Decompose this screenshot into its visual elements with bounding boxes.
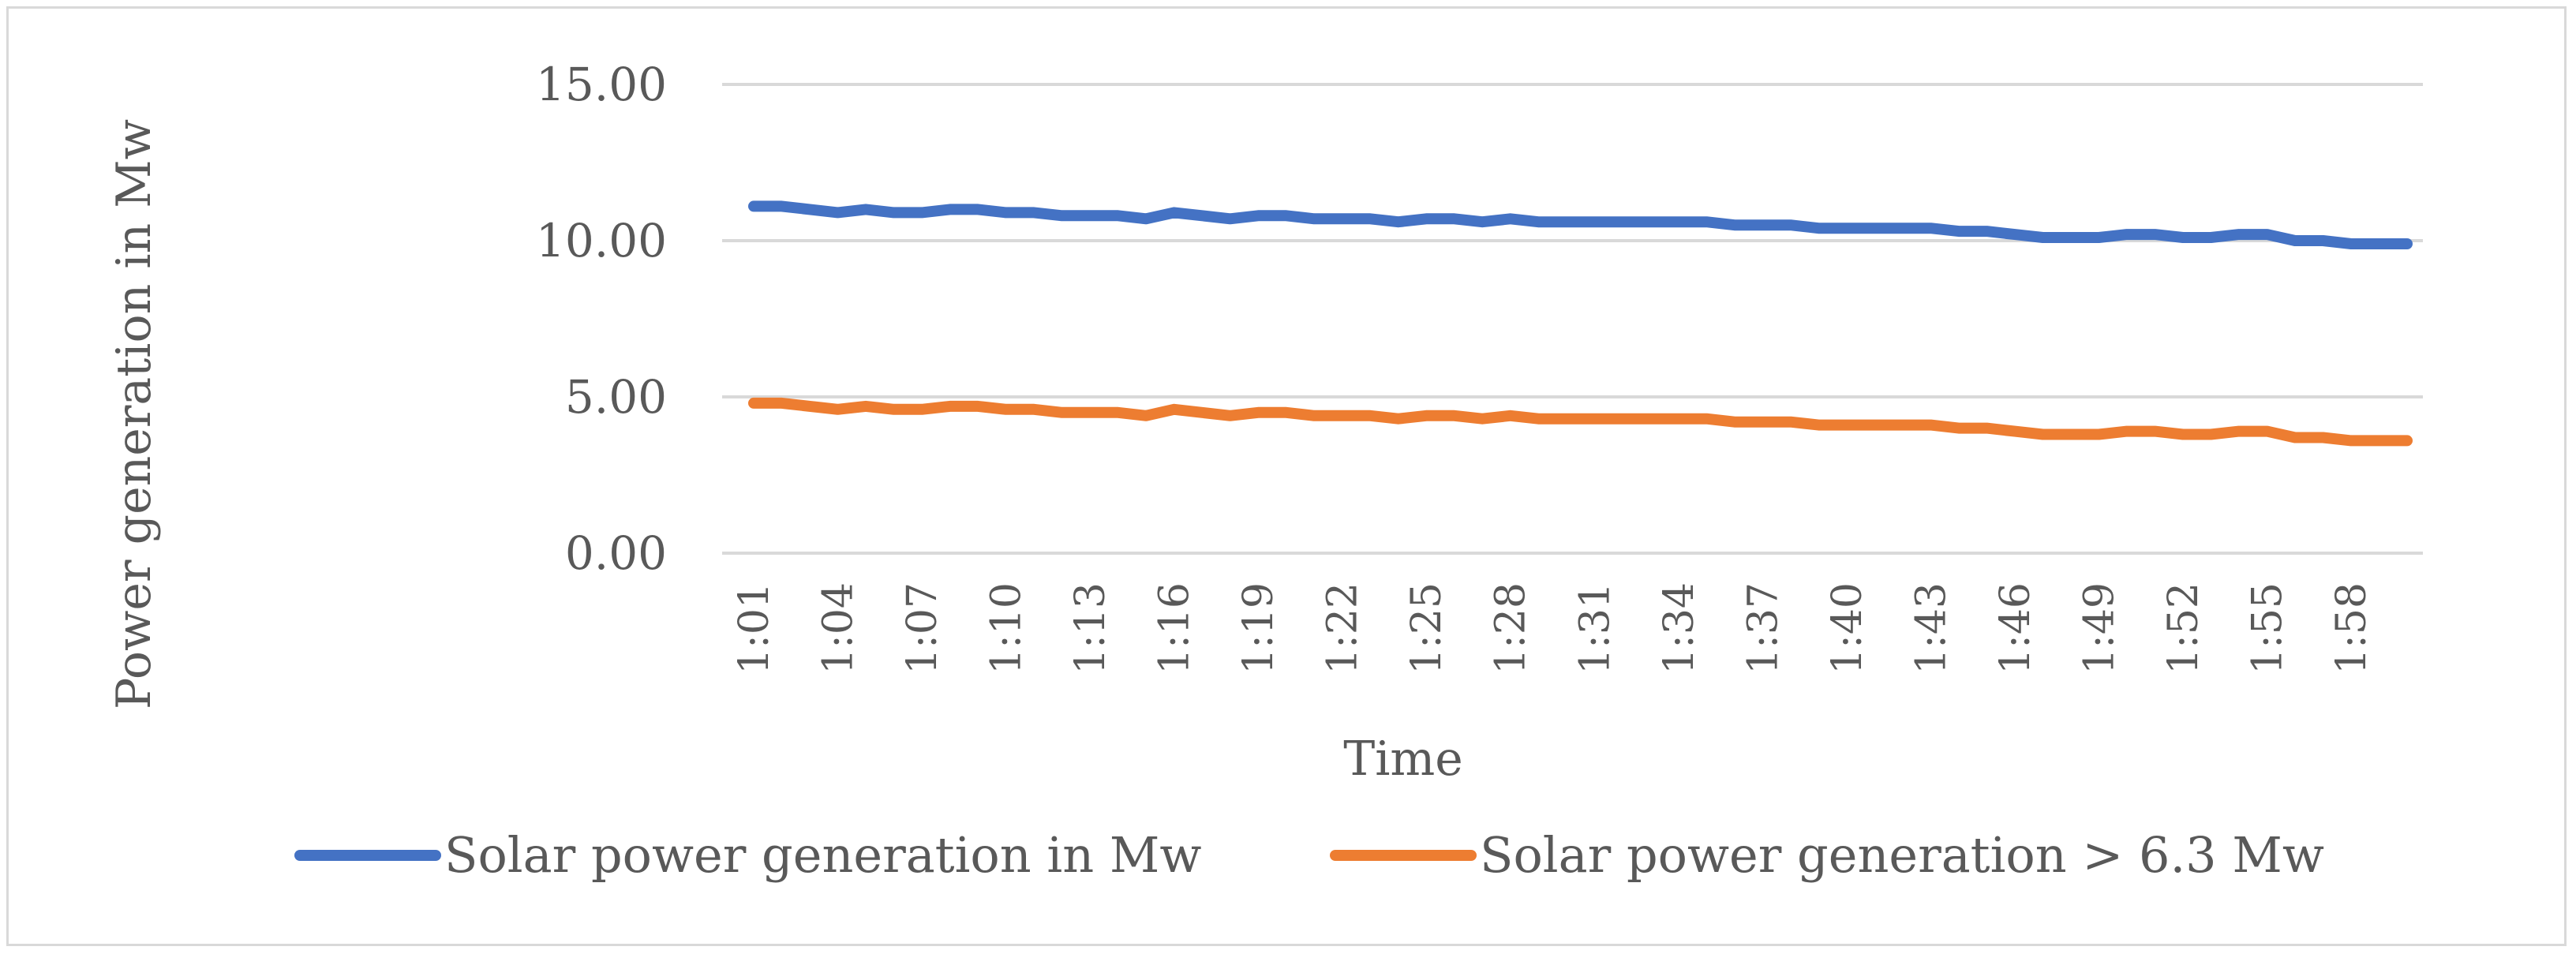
x-tick-label: 1:01 (731, 582, 778, 675)
y-tick-label: 5.00 (565, 370, 667, 424)
x-tick-label: 1:07 (899, 582, 946, 675)
series-line-0 (748, 200, 2413, 249)
y-tick-label: 15.00 (536, 58, 667, 111)
legend-label-solar-power: Solar power generation in Mw (444, 826, 1201, 884)
x-tick-label: 1:37 (1739, 582, 1787, 675)
x-tick-label: 1:55 (2244, 582, 2291, 675)
legend-label-solar-power-above-threshold: Solar power generation > 6.3 Mw (1480, 826, 2324, 884)
x-tick-label: 1:04 (815, 582, 863, 675)
x-tick-label: 1:31 (1571, 582, 1619, 675)
x-tick-label: 1:58 (2328, 582, 2376, 675)
series-lines (748, 200, 2413, 447)
x-tick-label: 1:19 (1235, 582, 1282, 675)
gridlines (722, 83, 2423, 555)
x-tick-label: 1:40 (1824, 582, 1871, 675)
x-tick-label: 1:10 (983, 582, 1031, 675)
x-tick-label: 1:16 (1151, 582, 1199, 675)
y-axis-title: Power generation in Mw (107, 119, 162, 709)
x-tick-label: 1:49 (2076, 582, 2123, 675)
y-tick-label: 10.00 (536, 214, 667, 267)
x-tick-label: 1:25 (1403, 582, 1451, 675)
y-tick-label: 0.00 (565, 526, 667, 580)
chart-frame (6, 6, 2567, 946)
x-tick-label: 1:22 (1320, 582, 1367, 675)
x-axis-ticks: 1:01 1:04 1:07 1:10 1:13 1:16 1:19 1:22 1:25 1:28… (731, 582, 2376, 675)
x-tick-label: 1:13 (1067, 582, 1114, 675)
x-axis-title: Time (1343, 731, 1463, 787)
x-tick-label: 1:46 (1992, 582, 2039, 675)
x-tick-label: 1:34 (1656, 582, 1703, 675)
series-line-1 (748, 397, 2413, 447)
x-tick-label: 1:28 (1488, 582, 1535, 675)
legend: Solar power generation in Mw Solar power… (294, 826, 2324, 884)
x-tick-label: 1:52 (2160, 582, 2207, 675)
x-tick-label: 1:43 (1908, 582, 1955, 675)
y-axis-ticks: 0.00 5.00 10.00 15.00 (536, 58, 667, 580)
